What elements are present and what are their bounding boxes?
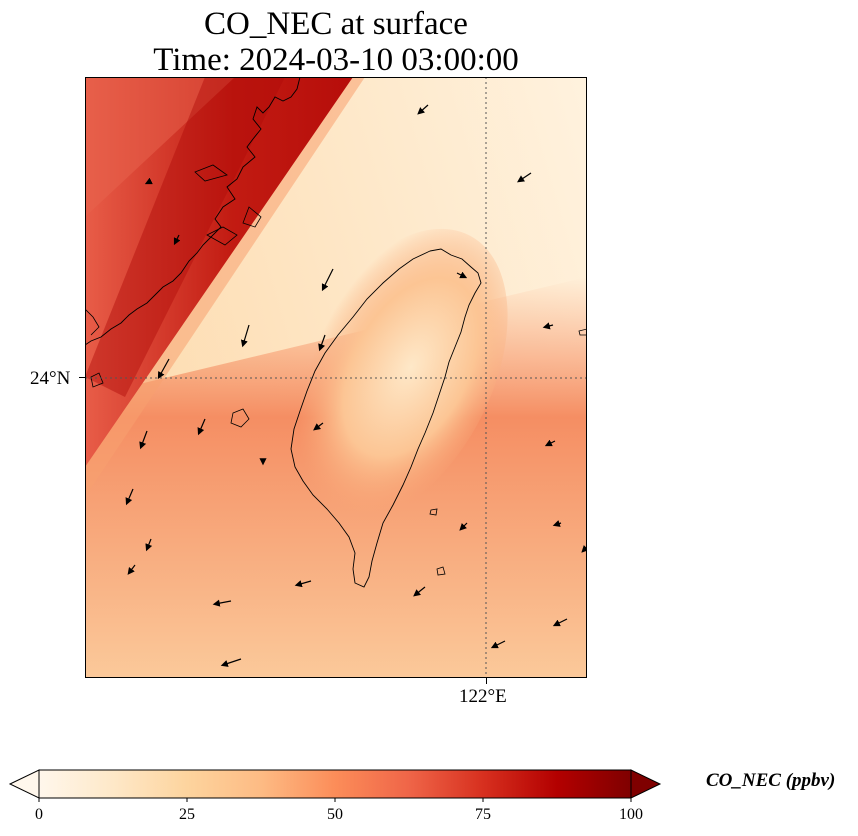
coastline-mainland (85, 77, 301, 346)
colorbar-label: CO_NEC (ppbv) (706, 770, 836, 791)
colorbar-extend-max (630, 769, 662, 799)
plume-core (85, 77, 285, 397)
plume-west (85, 77, 235, 217)
coastline-mainland-2 (85, 164, 262, 388)
map-panel (85, 77, 587, 678)
high-concentration-plume (85, 77, 353, 467)
coastline-islet-1 (429, 508, 438, 516)
latitude-label: 24°N (30, 368, 71, 389)
lat-tick (79, 377, 85, 378)
map-time: Time: 2024-03-10 03:00:00 (153, 42, 519, 78)
plume-edge (85, 77, 365, 497)
colorbar-tick-75: 75 (475, 806, 491, 823)
colorbar-tick-25: 25 (179, 806, 195, 823)
coastline-taiwan (290, 248, 482, 588)
map-frame (85, 77, 587, 678)
colorbar-tick-100: 100 (619, 806, 643, 823)
colorbar-tick-50: 50 (327, 806, 343, 823)
map-title: CO_NEC at surface (204, 6, 468, 42)
colorbar-extend-min (8, 769, 40, 799)
colorbar (8, 769, 662, 802)
colorbar-gradient (39, 770, 631, 798)
coastline-penghu (230, 408, 250, 428)
lon-tick (486, 678, 487, 684)
coastline-islet-3 (578, 328, 587, 336)
coastline-islet-2 (436, 566, 446, 576)
longitude-label: 122°E (459, 686, 507, 707)
island-low (282, 228, 508, 526)
colorbar-tick-0: 0 (35, 806, 43, 823)
